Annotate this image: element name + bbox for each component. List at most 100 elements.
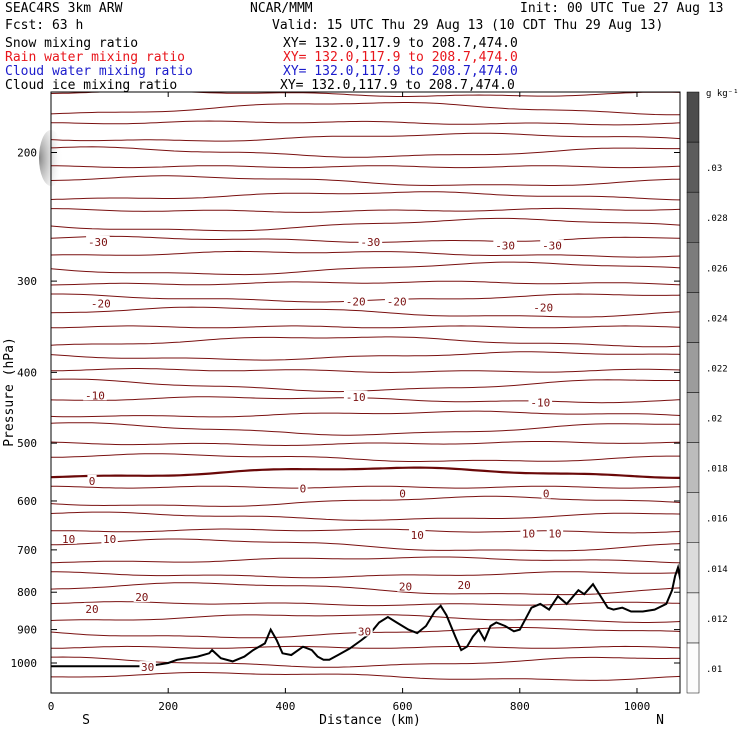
isotherm-contour — [51, 250, 680, 258]
y-tick-label: 1000 — [11, 657, 38, 670]
isotherm-contour — [51, 76, 696, 82]
field-name-cloudwater: Cloud water mixing ratio — [5, 64, 193, 79]
y-tick-label: 400 — [17, 366, 37, 379]
contour-label-bg — [139, 661, 156, 673]
colorbar-segment — [686, 91, 700, 143]
y-tick-label: 800 — [17, 586, 37, 599]
isotherm-contour — [51, 165, 680, 169]
isotherm-contour — [51, 556, 680, 564]
colorbar: .01 .012 .014 .016 .018 .02 .022 .024 .026 .028 .0… — [686, 91, 728, 694]
isotherm-contour — [51, 368, 680, 374]
org-label: NCAR/MMM — [250, 1, 313, 16]
isotherm-contour — [51, 102, 680, 116]
contour-label: 20 — [135, 591, 148, 604]
contour-label-bg — [520, 527, 537, 539]
contour-label-bg — [87, 474, 97, 486]
contour-label: 20 — [85, 603, 98, 616]
contour-label-bg — [409, 529, 426, 541]
colorbar-segment — [686, 292, 700, 343]
isotherm-contour — [51, 645, 680, 649]
isotherm-contour — [51, 217, 680, 232]
isotherm-contour — [51, 191, 680, 201]
colorbar-unit: g kg⁻¹ — [706, 89, 739, 99]
colorbar-tick-label: .014 — [706, 565, 728, 575]
isotherm-contour — [51, 92, 680, 97]
x-tick-label: 400 — [275, 700, 295, 713]
y-tick-label: 200 — [17, 147, 37, 160]
colorbar-segment — [686, 141, 700, 193]
isotherm-contour — [51, 5, 696, 7]
colorbar-segment — [686, 592, 700, 644]
contour-label-bg — [384, 295, 409, 307]
contour-label-bg — [89, 297, 113, 309]
contour-label: 30 — [358, 625, 371, 638]
x-axis: 0 200 400 600 800 1000 — [48, 92, 651, 713]
plot-area: -74.22-73.19-73.28-71.72-70-70LL-30-30-3… — [39, 5, 696, 694]
isotherm-contour — [51, 175, 680, 187]
contour-label: 20 — [457, 579, 470, 592]
x-axis-left-end-label: S — [82, 713, 90, 728]
colorbar-tick-label: .02 — [706, 415, 722, 425]
colorbar-segment — [686, 442, 700, 493]
isotherm-contour — [51, 422, 680, 436]
contour-label-bg — [541, 487, 551, 499]
contour-label-bg — [83, 602, 101, 614]
contour-label-bg — [343, 295, 368, 307]
contour-label: 30 — [141, 661, 154, 674]
isotherm-contour — [51, 351, 680, 361]
isotherm-contour — [51, 672, 680, 681]
isotherm-contour — [51, 396, 680, 404]
contour-label-bg — [356, 625, 373, 637]
isotherm-contour — [51, 325, 680, 329]
colorbar-segment — [686, 392, 700, 443]
contour-label-bg — [101, 532, 118, 544]
contour-label: 0 — [543, 487, 550, 500]
colorbar-tick-label: .028 — [706, 214, 728, 224]
field-name-cloudice: Cloud ice mixing ratio — [5, 78, 178, 93]
contour-label: -10 — [346, 391, 366, 404]
y-tick-label: 600 — [17, 495, 37, 508]
contour-label-bg — [358, 235, 383, 247]
colorbar-tick-label: .018 — [706, 465, 728, 475]
isotherm-contour — [51, 601, 680, 607]
contour-label: 20 — [399, 581, 412, 594]
contour-label: 10 — [103, 533, 116, 546]
x-tick-label: 800 — [510, 700, 530, 713]
contour-label-bg — [298, 482, 308, 494]
isotherm-contour — [51, 453, 680, 462]
colorbar-segment — [686, 191, 700, 243]
colorbar-tick-label: .01 — [706, 665, 722, 675]
isotherm-contour — [51, 120, 680, 126]
contour-label: -30 — [88, 236, 108, 249]
isotherm-contour — [51, 293, 680, 303]
plot-frame — [50, 91, 681, 694]
contour-label: -30 — [495, 239, 515, 252]
field-name-snow: Snow mixing ratio — [5, 36, 139, 51]
contour-label: 10 — [62, 533, 75, 546]
contour-label: -30 — [542, 239, 562, 252]
terrain-line — [51, 563, 680, 668]
contour-label-bg — [546, 527, 564, 539]
contour-label-bg — [397, 580, 414, 592]
x-tick-label: 200 — [158, 700, 178, 713]
y-tick-label: 300 — [17, 275, 37, 288]
x-tick-label: 1000 — [624, 700, 651, 713]
isotherm-contour — [51, 336, 680, 348]
isotherm-contour — [51, 441, 680, 447]
init-time: Init: 00 UTC Tue 27 Aug 13 — [520, 1, 724, 16]
field-xy-snow: XY= 132.0,117.9 to 208.7,474.0 — [283, 36, 518, 51]
contour-label: 0 — [300, 483, 307, 496]
colorbar-tick-label: .012 — [706, 615, 728, 625]
contour-label-bg — [528, 396, 553, 408]
isotherm-contour — [51, 16, 696, 26]
isotherm-contour — [51, 280, 680, 286]
contour-label: -20 — [346, 296, 366, 309]
colorbar-segment — [686, 342, 700, 393]
contour-label: 10 — [411, 529, 424, 542]
isotherm-contour — [51, 59, 696, 71]
isotherm-contour — [51, 146, 680, 158]
isotherm-contour — [51, 538, 680, 552]
colorbar-segment — [686, 642, 700, 694]
